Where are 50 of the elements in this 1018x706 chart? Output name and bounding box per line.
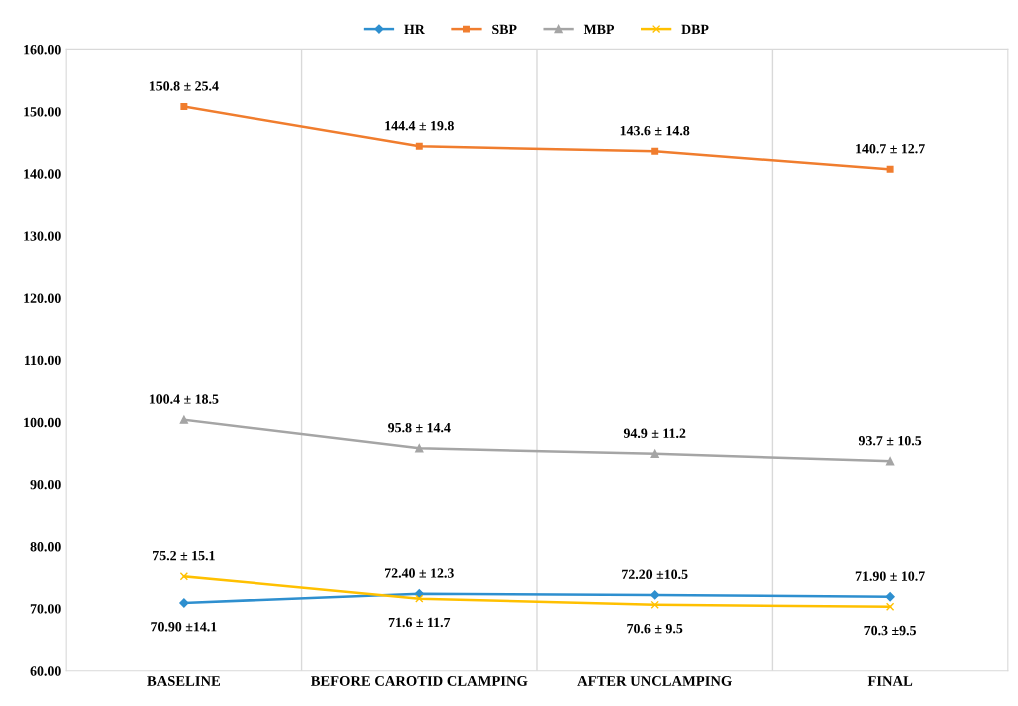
data-label: 140.7 ± 12.7 [856,143,925,154]
point [650,600,659,610]
y-tick-label: 140.00 [24,169,61,179]
legend-label: HR [404,24,425,34]
data-label: 70.3 ±9.5 [864,625,916,636]
point [179,598,189,608]
x-tick-label: FINAL [867,676,913,686]
x-tick-label: BEFORE CAROTID CLAMPING [310,676,528,686]
data-label: 71.90 ± 10.7 [855,571,925,581]
point [650,590,660,600]
point [415,594,424,603]
point [179,572,189,581]
y-tick-label: 80.00 [30,542,61,552]
y-tick-label: 130.00 [24,231,61,241]
y-tick-label: 100.00 [24,417,61,428]
data-label: 150.8 ± 25.4 [149,81,219,91]
data-label: 143.6 ± 14.8 [620,125,690,136]
data-label: 94.9 ± 11.2 [623,428,686,438]
y-tick-label: 160.00 [24,45,61,55]
x-tick-label: BASELINE [147,676,221,686]
y-tick-label: 110.00 [24,355,61,366]
data-label: 100.4 ± 18.5 [149,394,219,404]
point [885,602,895,611]
data-label: 70.6 ± 9.5 [627,623,683,634]
point [415,142,423,150]
y-tick-label: 70.00 [30,604,61,614]
legend-label: MBP [583,24,615,34]
data-label: 70.90 ±14.1 [151,622,217,632]
point [885,592,895,602]
data-label: 144.4 ± 19.8 [385,121,454,131]
point [651,147,659,155]
y-tick-label: 60.00 [30,666,61,676]
data-label: 72.40 ± 12.3 [385,568,454,578]
point [179,415,189,424]
point [885,457,895,466]
y-tick-label: 120.00 [24,293,61,303]
y-tick-label: 90.00 [30,479,61,490]
point [650,449,659,459]
data-label: 72.20 ±10.5 [622,569,688,579]
data-label: 75.2 ± 15.1 [153,550,215,561]
x-tick-label: AFTER UNCLAMPING [577,676,732,686]
legend-label: DBP [681,24,709,34]
data-label: 95.8 ± 14.4 [388,422,451,433]
point [415,444,424,453]
y-tick-label: 150.00 [24,107,61,117]
data-label: 71.6 ± 11.7 [388,617,451,628]
legend-label: SBP [492,24,517,35]
point [180,103,188,111]
point [886,165,894,173]
data-label: 93.7 ± 10.5 [858,435,922,446]
